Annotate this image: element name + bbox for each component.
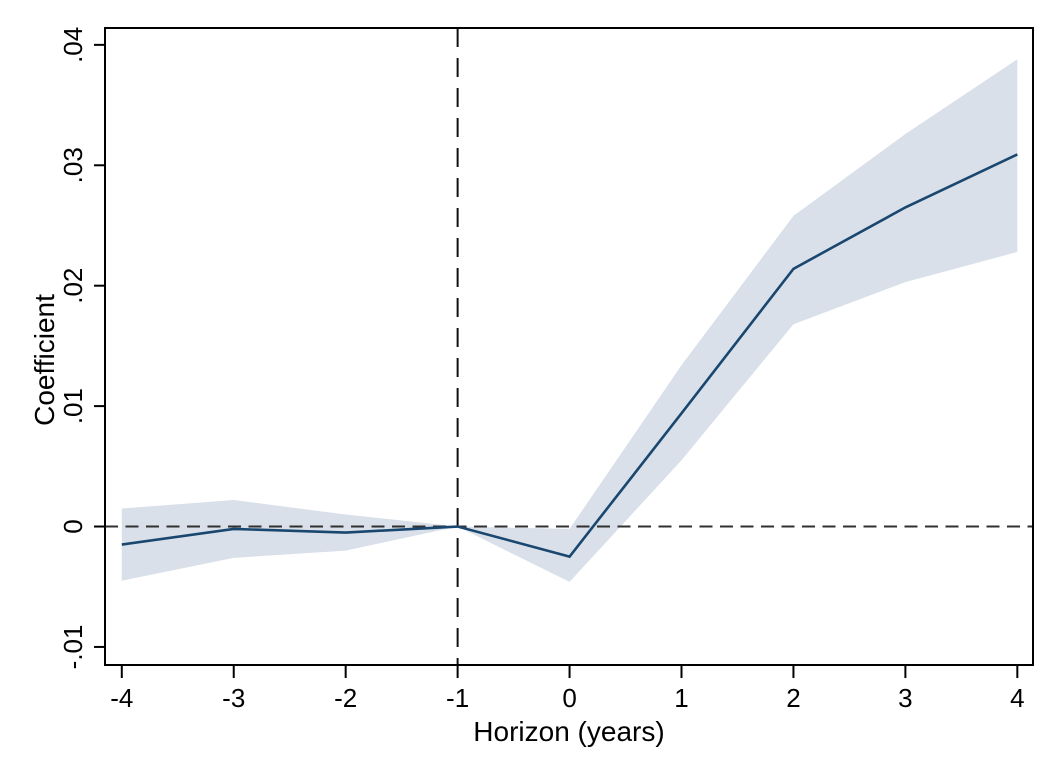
x-axis-title: Horizon (years) <box>473 716 665 747</box>
x-tick-label: 0 <box>562 683 576 713</box>
x-tick-label: -2 <box>334 683 357 713</box>
confidence-band <box>121 59 1018 582</box>
x-tick-label: -4 <box>110 683 133 713</box>
y-tick-label: .01 <box>58 388 88 424</box>
y-axis-title: Coefficient <box>29 294 60 426</box>
x-tick-label: -1 <box>446 683 469 713</box>
y-tick-label: -.01 <box>58 625 88 670</box>
y-tick-label: .04 <box>58 27 88 63</box>
y-tick-label: 0 <box>58 519 88 533</box>
coefficient-line <box>121 153 1018 559</box>
x-tick-label: 4 <box>1010 683 1024 713</box>
x-tick-label: 3 <box>898 683 912 713</box>
y-tick-label: .02 <box>58 268 88 304</box>
x-tick-label: -3 <box>222 683 245 713</box>
x-tick-label: 2 <box>786 683 800 713</box>
x-tick-label: 1 <box>674 683 688 713</box>
y-tick-label: .03 <box>58 147 88 183</box>
